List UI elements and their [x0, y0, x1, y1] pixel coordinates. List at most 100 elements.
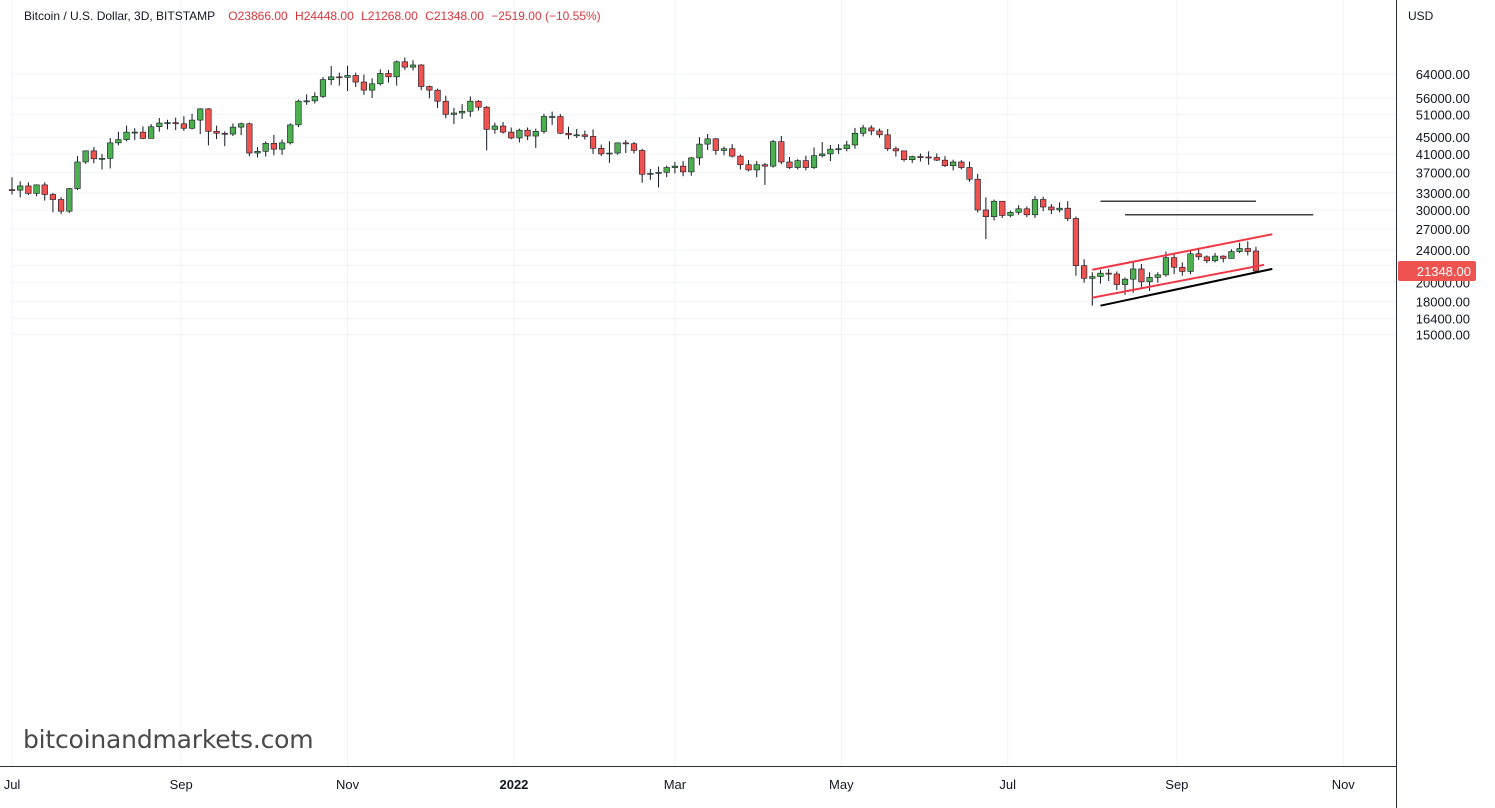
candle-body: [794, 160, 801, 168]
candle-body: [925, 156, 932, 159]
candle-body: [639, 150, 646, 175]
candle-body: [622, 142, 629, 145]
candle-body: [1211, 255, 1219, 262]
candle-body: [950, 161, 957, 166]
candle-body: [1179, 266, 1186, 272]
price-tick-label: 30000.00: [1416, 203, 1470, 218]
candle-body: [581, 134, 588, 137]
candle-body: [115, 139, 122, 144]
candle-body: [1007, 212, 1014, 216]
candle-body: [508, 131, 515, 139]
candle-body: [90, 150, 97, 160]
candle-body: [688, 157, 695, 173]
candle-body: [213, 131, 220, 134]
candle-body: [1031, 199, 1039, 216]
candle-body: [450, 112, 458, 115]
candles-layer: [8, 57, 1260, 306]
candle-body: [270, 142, 277, 150]
candle-body: [966, 167, 973, 180]
candle-body: [328, 76, 335, 80]
time-tick-label: Jul: [4, 777, 21, 792]
candle-body: [696, 143, 703, 159]
candle-body: [655, 172, 662, 174]
time-tick-label: Sep: [170, 777, 193, 792]
candle-body: [999, 200, 1006, 216]
candle-body: [336, 76, 343, 79]
price-tick-label: 15000.00: [1416, 327, 1470, 342]
candle-body: [319, 79, 327, 97]
price-tick-label: 45000.00: [1416, 130, 1470, 145]
candle-body: [246, 123, 253, 154]
candle-body: [892, 148, 899, 152]
ohlc-open: O23866.00: [224, 9, 287, 23]
candle-body: [385, 73, 392, 78]
candle-body: [164, 122, 171, 124]
candle-body: [352, 75, 359, 83]
candle-body: [900, 150, 908, 160]
candle-body: [549, 116, 556, 118]
candle-body: [884, 134, 891, 150]
candle-body: [1015, 208, 1022, 213]
ohlc-low: L21268.00: [357, 9, 418, 23]
candle-body: [1089, 276, 1096, 279]
candle-body: [483, 106, 490, 130]
candle-body: [1187, 253, 1194, 272]
time-tick-label: Nov: [1332, 777, 1356, 792]
candle-body: [344, 75, 351, 78]
candle-body: [33, 184, 40, 194]
price-tick-label: 64000.00: [1416, 67, 1470, 82]
last-price-badge: [1398, 261, 1476, 282]
candle-body: [1121, 278, 1129, 285]
candle-body: [1195, 253, 1202, 258]
change-value: −2519.00 (−10.55%): [491, 9, 601, 23]
candle-body: [156, 122, 163, 128]
candle-body: [197, 108, 204, 121]
candle-body: [876, 130, 883, 136]
candle-body: [49, 194, 57, 200]
candle-body: [409, 64, 417, 68]
candle-body: [704, 138, 711, 145]
price-tick-label: 51000.00: [1416, 108, 1470, 123]
price-tick-label: 41000.00: [1416, 147, 1470, 162]
candle-body: [753, 164, 760, 171]
candle-body: [933, 157, 940, 161]
time-tick-label: Mar: [664, 777, 687, 792]
candle-body: [606, 152, 613, 155]
candle-body: [188, 119, 196, 129]
time-tick-label: May: [829, 777, 854, 792]
candle-body: [148, 126, 155, 139]
candle-body: [1171, 257, 1178, 268]
price-tick-label: 24000.00: [1416, 243, 1470, 258]
candle-body: [868, 127, 875, 132]
candle-body: [172, 122, 179, 125]
candle-body: [17, 185, 24, 191]
candle-body: [1105, 272, 1112, 275]
candle-body: [1252, 250, 1260, 272]
candle-body: [974, 178, 981, 211]
candle-body: [74, 161, 81, 189]
candle-body: [598, 148, 605, 155]
candle-body: [491, 125, 498, 130]
candle-body: [475, 100, 482, 108]
candle-body: [647, 173, 654, 175]
candle-body: [1236, 248, 1243, 252]
candle-body: [909, 156, 916, 160]
candle-body: [614, 142, 621, 154]
candle-body: [663, 167, 670, 173]
candle-body: [311, 96, 318, 102]
candle-body: [1228, 251, 1235, 259]
candle-body: [25, 185, 32, 194]
trendline-channel-upper: [1092, 233, 1273, 271]
candle-body: [1162, 257, 1170, 276]
trendline-support: [1100, 267, 1273, 307]
price-tick-label: 16400.00: [1416, 311, 1470, 326]
candle-body: [729, 148, 736, 157]
watermark: bitcoinandmarkets.com: [23, 725, 314, 754]
candle-body: [238, 123, 245, 128]
candle-body: [499, 125, 507, 133]
candle-body: [843, 144, 850, 150]
candle-body: [393, 61, 400, 78]
candle-body: [262, 142, 269, 152]
candle-body: [589, 136, 597, 149]
